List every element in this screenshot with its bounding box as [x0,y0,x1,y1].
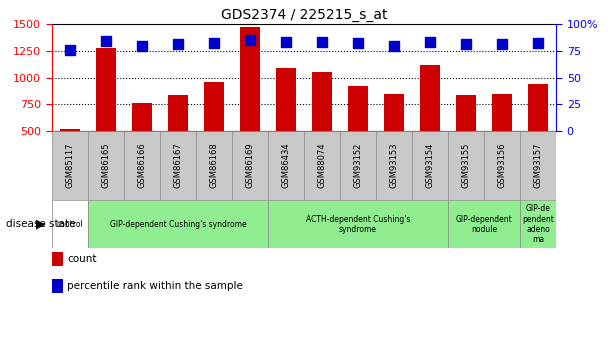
Text: GSM88074: GSM88074 [317,143,326,188]
Point [353,41,363,46]
Point [137,43,147,48]
Text: GSM93155: GSM93155 [461,143,471,188]
Bar [132,103,152,185]
Point [65,47,75,52]
Text: GSM93153: GSM93153 [390,143,399,188]
Text: GSM85117: GSM85117 [65,143,74,188]
Bar [60,129,80,185]
Text: GSM86169: GSM86169 [246,143,254,188]
Bar [196,131,232,200]
Bar [448,131,484,200]
Point [209,41,219,46]
Bar [96,48,116,185]
Text: control: control [57,220,83,229]
Bar [232,131,268,200]
Bar [484,131,520,200]
Text: GSM86167: GSM86167 [173,143,182,188]
Point [245,37,255,43]
Text: GSM86166: GSM86166 [137,143,147,188]
Text: GIP-dependent Cushing's syndrome: GIP-dependent Cushing's syndrome [109,220,246,229]
Bar [276,68,296,185]
Bar [304,131,340,200]
Point [101,39,111,44]
Point [317,40,327,45]
Bar [340,131,376,200]
Text: percentile rank within the sample: percentile rank within the sample [67,282,243,291]
Bar [160,131,196,200]
Point [461,42,471,47]
Text: ▶: ▶ [36,218,46,231]
Bar [528,84,548,185]
Point [497,42,507,47]
Bar [88,200,268,248]
Bar [52,200,88,248]
Bar [520,131,556,200]
Bar [420,65,440,185]
Point [533,41,543,46]
Point [173,42,183,47]
Text: GSM93152: GSM93152 [354,143,362,188]
Text: GIP-de
pendent
adeno
ma: GIP-de pendent adeno ma [522,204,554,244]
Text: GSM86434: GSM86434 [282,143,291,188]
Bar [52,131,88,200]
Bar [448,200,520,248]
Title: GDS2374 / 225215_s_at: GDS2374 / 225215_s_at [221,8,387,22]
Text: count: count [67,254,97,264]
Bar [412,131,448,200]
Text: GSM93156: GSM93156 [498,143,506,188]
Point [281,40,291,45]
Bar [492,94,512,185]
Bar [520,200,556,248]
Bar [124,131,160,200]
Bar [240,27,260,185]
Bar [312,72,332,185]
Bar [204,82,224,185]
Text: GSM86168: GSM86168 [209,143,218,188]
Text: ACTH-dependent Cushing's
syndrome: ACTH-dependent Cushing's syndrome [306,215,410,234]
Bar [88,131,124,200]
Text: GSM93154: GSM93154 [426,143,435,188]
Text: disease state: disease state [6,219,75,229]
Point [426,40,435,45]
Bar [456,95,476,185]
Bar [348,86,368,185]
Text: GIP-dependent
nodule: GIP-dependent nodule [456,215,513,234]
Bar [268,200,448,248]
Bar [168,95,188,185]
Point [389,43,399,48]
Bar [268,131,304,200]
Bar [376,131,412,200]
Bar [384,94,404,185]
Text: GSM86165: GSM86165 [102,143,110,188]
Text: GSM93157: GSM93157 [534,143,543,188]
